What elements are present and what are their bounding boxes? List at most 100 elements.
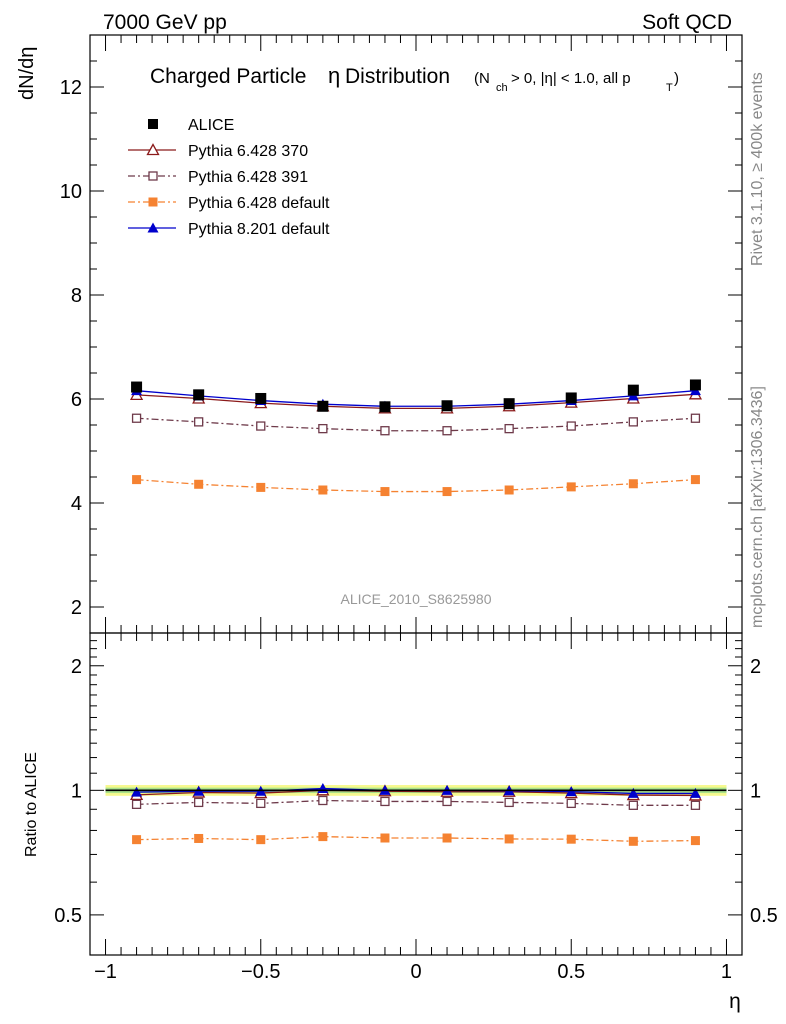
- ratio-y-tick-label: 0.5: [54, 905, 82, 927]
- main-point-p391: [566, 421, 576, 431]
- main-point-alice: [131, 381, 143, 393]
- legend-label-p370: Pythia 6.428 370: [188, 143, 308, 160]
- main-point-p391: [131, 413, 142, 423]
- main-series-layer: [129, 379, 703, 497]
- main-point-alice: [441, 400, 453, 412]
- ratio-point-p391: [628, 800, 638, 810]
- ratio-y-tick-label: 2: [71, 656, 82, 678]
- legend-label-p6def: Pythia 6.428 default: [188, 195, 330, 212]
- main-point-alice: [503, 398, 515, 410]
- ratio-point-p391: [690, 800, 701, 810]
- legend-item-p8def: Pythia 8.201 default: [128, 221, 330, 238]
- main-point-p6def: [628, 479, 638, 489]
- ratio-point-p391: [380, 796, 390, 807]
- main-point-p6def: [690, 475, 700, 485]
- ratio-point-p391: [194, 797, 204, 808]
- ratio-point-p8def: [131, 786, 143, 797]
- analysis-watermark: ALICE_2010_S8625980: [340, 591, 491, 607]
- ratio-line-p391: [136, 799, 696, 806]
- main-y-ticks: 2 4 6 8 10 12: [60, 34, 742, 634]
- main-panel: 2 4 6 8 10 12 Charged Particle η Distribution…: [16, 34, 743, 634]
- mcplots-label: mcplots.cern.ch [arXiv:1306.3436]: [749, 386, 766, 628]
- ratio-point-p391: [504, 797, 514, 808]
- legend-item-p370: Pythia 6.428 370: [128, 143, 308, 160]
- x-axis-ticks: −1 −0.5 0 0.5 1: [89, 35, 743, 983]
- main-line-p8def: [136, 390, 696, 407]
- main-line-p6def: [136, 478, 696, 493]
- header-right-label: Soft QCD: [642, 11, 732, 34]
- ratio-point-p6def: [132, 835, 142, 845]
- main-point-p6def: [194, 479, 204, 489]
- x-axis-label: η: [729, 990, 741, 1013]
- rivet-label: Rivet 3.1.10, ≥ 400k events: [749, 72, 766, 266]
- main-point-p391: [690, 413, 701, 423]
- main-y-tick-label: 2: [71, 597, 82, 619]
- main-point-p6def: [504, 485, 514, 495]
- y-axis-label: dN/dη: [16, 47, 38, 100]
- legend-label-alice: ALICE: [188, 117, 234, 134]
- main-y-tick-label: 6: [71, 389, 82, 411]
- legend-item-p391: Pythia 6.428 391: [128, 169, 308, 186]
- legend-marker-alice: [148, 119, 158, 129]
- main-line-p370: [136, 393, 696, 410]
- main-y-tick-label: 10: [60, 181, 82, 203]
- main-point-alice: [627, 384, 639, 396]
- main-point-p6def: [132, 475, 142, 485]
- legend-marker-p6def: [148, 197, 158, 207]
- ratio-series-layer: [105, 783, 727, 846]
- main-point-alice: [689, 379, 701, 391]
- main-point-alice: [565, 392, 577, 404]
- legend-item-p6def: Pythia 6.428 default: [128, 195, 330, 212]
- ratio-point-p6def: [318, 832, 328, 842]
- ratio-point-p391: [566, 798, 576, 809]
- ratio-point-p8def: [689, 787, 701, 798]
- main-point-p391: [194, 417, 204, 427]
- main-point-alice: [255, 392, 267, 404]
- ratio-point-p391: [131, 799, 142, 809]
- legend-label-p391: Pythia 6.428 391: [188, 169, 308, 186]
- main-point-p391: [442, 426, 452, 436]
- main-point-p6def: [256, 482, 266, 492]
- main-point-alice: [317, 400, 329, 412]
- ratio-line-p370: [136, 789, 696, 797]
- ratio-y-tick-label-right: 2: [750, 656, 761, 678]
- ratio-point-p6def: [504, 834, 514, 844]
- ratio-point-p6def: [442, 833, 452, 843]
- x-tick-label: −1: [94, 961, 117, 983]
- chart-title: Charged Particle η Distribution: [150, 63, 450, 88]
- header-left-label: 7000 GeV pp: [103, 11, 227, 34]
- legend-item-alice: ALICE: [148, 117, 234, 134]
- main-point-p6def: [566, 482, 576, 492]
- main-point-alice: [193, 389, 205, 401]
- ratio-point-p6def: [256, 835, 266, 845]
- ratio-y-tick-label-right: 0.5: [750, 905, 778, 927]
- main-y-tick-label: 8: [71, 285, 82, 307]
- ratio-point-p391: [442, 796, 452, 807]
- ratio-point-p391: [318, 795, 328, 806]
- x-tick-label: 1: [721, 961, 732, 983]
- main-line-p391: [136, 417, 696, 432]
- legend-label-p8def: Pythia 8.201 default: [188, 221, 330, 238]
- ratio-point-p6def: [194, 833, 204, 843]
- ratio-point-p8def: [627, 787, 639, 798]
- main-point-p391: [318, 423, 328, 434]
- ratio-point-p6def: [380, 833, 390, 843]
- main-y-tick-label: 4: [71, 493, 82, 515]
- main-point-alice: [379, 401, 391, 413]
- ratio-point-p391: [256, 798, 266, 809]
- x-tick-label: 0: [410, 961, 421, 983]
- ratio-point-p6def: [628, 836, 638, 846]
- main-point-p6def: [442, 487, 452, 497]
- main-point-p391: [504, 423, 514, 434]
- x-tick-label: 0.5: [557, 961, 585, 983]
- legend-marker-p391: [148, 171, 158, 181]
- legend: ALICE Pythia 6.428 370 Pythia 6.428 391 Pyt…: [128, 117, 330, 238]
- main-point-p6def: [380, 487, 390, 497]
- ratio-y-tick-label: 1: [71, 780, 82, 802]
- main-point-p391: [628, 417, 638, 427]
- legend-marker-p370: [146, 143, 160, 156]
- main-point-p391: [380, 426, 390, 436]
- chart-subtitle: (N ch > 0, |η| < 1.0, all p T ): [474, 70, 679, 95]
- ratio-y-tick-label-right: 1: [750, 780, 761, 802]
